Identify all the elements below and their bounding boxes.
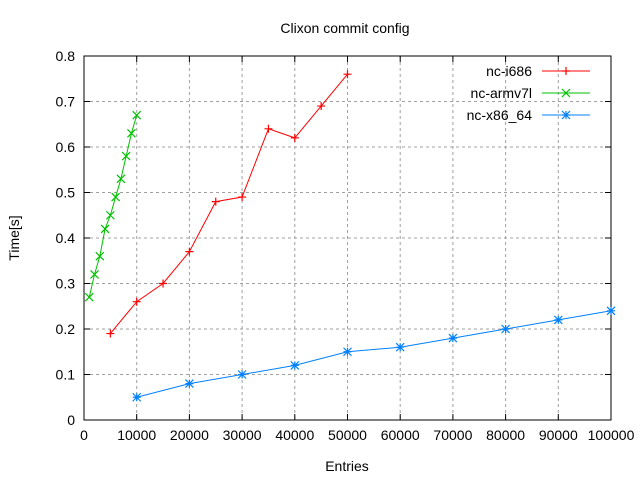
y-tick-label: 0.3: [56, 276, 76, 292]
data-point: [106, 329, 115, 338]
legend-label: nc-i686: [486, 63, 532, 79]
x-tick-label: 80000: [486, 427, 525, 443]
legend-marker: [561, 88, 571, 98]
data-point: [501, 324, 511, 334]
y-tick-label: 0.5: [56, 185, 76, 201]
series-line-nc-i686: [109, 73, 348, 334]
data-point: [185, 247, 194, 256]
x-tick-label: 10000: [117, 427, 156, 443]
data-point: [132, 110, 142, 120]
data-point: [290, 133, 299, 142]
x-tick-label: 70000: [433, 427, 472, 443]
x-tick-label: 60000: [381, 427, 420, 443]
data-point: [395, 342, 405, 352]
x-tick-label: 0: [80, 427, 88, 443]
data-point: [264, 124, 273, 133]
data-point: [132, 297, 141, 306]
data-point: [116, 174, 126, 184]
x-tick-label: 50000: [328, 427, 367, 443]
data-point: [317, 102, 326, 111]
x-tick-label: 20000: [170, 427, 209, 443]
chart-title: Clixon commit config: [280, 20, 409, 36]
data-point: [90, 269, 99, 279]
data-point: [105, 210, 115, 220]
y-tick-label: 0.7: [56, 94, 76, 110]
legend-marker: [561, 110, 571, 120]
plot-border: [83, 55, 612, 421]
data-point: [184, 379, 194, 389]
data-point: [553, 315, 563, 325]
y-tick-label: 0: [67, 412, 75, 428]
data-point: [127, 128, 136, 138]
series-line-nc-armv7l: [88, 115, 138, 298]
data-point: [448, 333, 458, 343]
data-point: [84, 292, 94, 302]
y-tick-label: 0.1: [56, 367, 76, 383]
data-point: [290, 360, 300, 370]
data-point: [111, 192, 121, 202]
data-point: [343, 70, 352, 79]
legend-label: nc-armv7l: [471, 85, 532, 101]
x-tick-label: 90000: [539, 427, 578, 443]
y-tick-label: 0.2: [56, 321, 76, 337]
data-point: [238, 193, 247, 202]
data-point: [121, 151, 131, 161]
x-axis-label: Entries: [325, 458, 369, 474]
data-point: [211, 197, 220, 206]
x-tick-label: 100000: [588, 427, 635, 443]
data-point: [237, 370, 247, 379]
x-tick-label: 40000: [275, 427, 314, 443]
legend-marker: [562, 67, 570, 75]
y-tick-label: 0.8: [56, 48, 76, 64]
legend-label: nc-x86_64: [467, 107, 533, 123]
data-point: [132, 392, 142, 402]
y-tick-label: 0.6: [56, 139, 76, 155]
x-tick-label: 30000: [223, 427, 262, 443]
data-point: [606, 306, 616, 316]
y-tick-label: 0.4: [56, 230, 76, 246]
data-point: [95, 251, 105, 261]
series-line-nc-x86_64: [136, 310, 612, 398]
data-point: [343, 347, 352, 357]
data-point: [100, 224, 110, 234]
data-point: [159, 279, 168, 288]
y-axis-label: Time[s]: [6, 215, 22, 260]
